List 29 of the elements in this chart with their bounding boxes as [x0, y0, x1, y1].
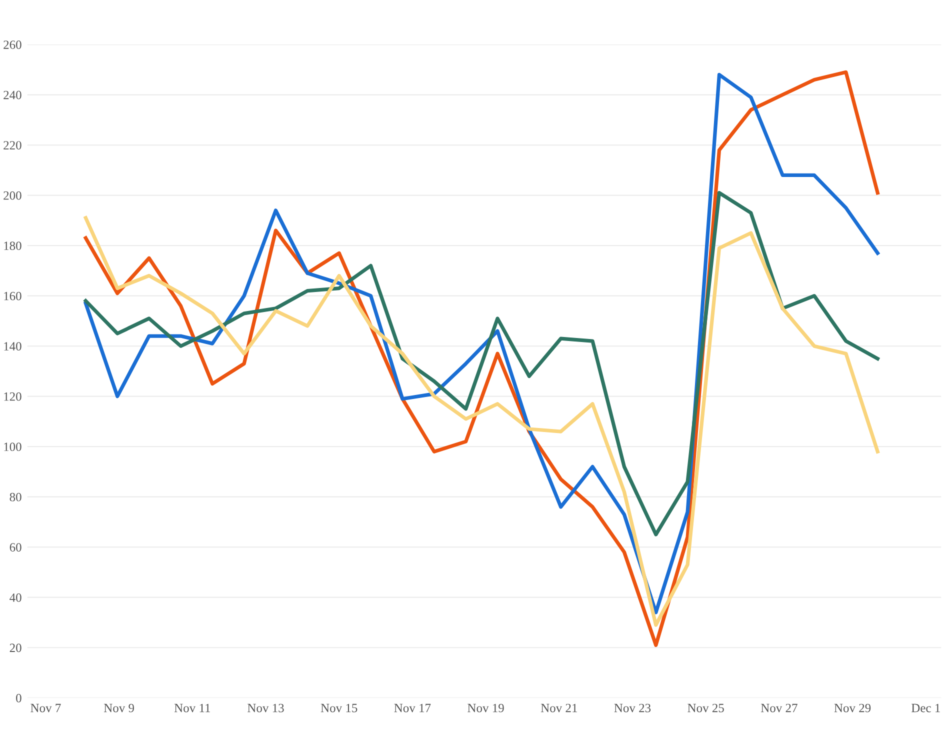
line-series	[84, 190, 880, 536]
y-tick-label: 80	[10, 492, 22, 502]
x-tick-label: Nov 29	[834, 704, 871, 712]
y-tick-label: 60	[10, 543, 22, 552]
x-tick-label: Nov 17	[394, 704, 431, 712]
x-tick-label: Nov 23	[614, 704, 651, 712]
y-tick-label: 200	[4, 191, 22, 200]
x-tick-label: Nov 19	[468, 704, 504, 712]
y-tick-label: 120	[4, 392, 22, 401]
y-tick-label: 20	[10, 644, 22, 652]
x-tick-label: Nov 7	[30, 704, 61, 712]
x-tick-label: Nov 9	[104, 704, 134, 712]
line-series	[84, 216, 880, 627]
y-tick-label: 140	[4, 342, 22, 351]
y-tick-label: 220	[4, 141, 22, 150]
y-tick-label: 240	[4, 90, 22, 100]
y-tick-label: 0	[16, 694, 22, 702]
x-tick-label: Nov 15	[320, 704, 358, 712]
y-tick-label: 180	[4, 242, 22, 250]
y-tick-label: 160	[4, 292, 22, 300]
y-tick-label: 260	[4, 40, 22, 49]
y-tick-label: 100	[4, 442, 22, 452]
x-tick-label: Nov 27	[760, 704, 798, 712]
x-tick-label: Nov 13	[248, 704, 284, 712]
x-tick-label: Nov 21	[540, 704, 577, 712]
x-tick-label: Nov 11	[174, 704, 210, 712]
y-tick-label: 40	[10, 593, 22, 602]
x-tick-label: Dec 1	[911, 704, 940, 712]
x-tick-label: Nov 25	[688, 704, 724, 712]
